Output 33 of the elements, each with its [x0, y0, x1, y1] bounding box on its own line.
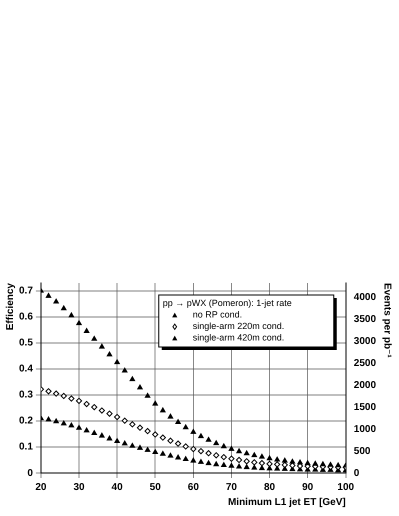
- y-tick-label: 0.1: [18, 442, 34, 453]
- x-tick-label: 30: [73, 482, 86, 493]
- y2-tick-label: 3000: [354, 336, 376, 348]
- y-tick-label: 0.2: [18, 416, 34, 427]
- y2-axis-title: Events per pb⁻¹: [381, 283, 392, 358]
- y-tick-label: 0.7: [18, 286, 34, 297]
- y2-tick-label: 1000: [354, 424, 376, 435]
- x-tick-label: 50: [150, 482, 162, 493]
- legend-label: no RP cond.: [192, 310, 242, 320]
- x-tick-label: 70: [226, 482, 238, 493]
- y2-tick-label: 0: [354, 468, 360, 479]
- x-tick-label: 60: [188, 482, 200, 493]
- y2-tick-label: 4000: [354, 292, 376, 304]
- y2-tick-label: 2000: [354, 380, 376, 391]
- y-tick-label: 0: [27, 468, 34, 479]
- legend-label: single-arm 420m cond.: [192, 332, 284, 343]
- y-tick-label: 0.4: [18, 364, 34, 375]
- legend-title: pp → pWX (Pomeron): 1-jet rate: [162, 298, 292, 308]
- x-tick-label: 40: [112, 482, 124, 493]
- x-axis-title: Minimum L1 jet ET [GeV]: [228, 496, 346, 508]
- legend-label: single-arm 220m cond.: [192, 321, 284, 332]
- x-tick-label: 80: [264, 482, 276, 493]
- x-tick-label: 100: [337, 482, 355, 493]
- x-tick-label: 90: [302, 482, 314, 493]
- y-tick-label: 0.5: [18, 338, 34, 349]
- y2-tick-label: 500: [354, 446, 371, 457]
- y2-tick-label: 1500: [354, 402, 376, 413]
- x-tick-label: 20: [35, 482, 47, 493]
- y-tick-label: 0.6: [18, 312, 34, 323]
- y2-tick-label: 2500: [354, 358, 376, 370]
- y2-tick-label: 3500: [354, 314, 376, 326]
- y-tick-label: 0.3: [18, 390, 34, 401]
- y-axis-title: Efficiency: [4, 282, 16, 330]
